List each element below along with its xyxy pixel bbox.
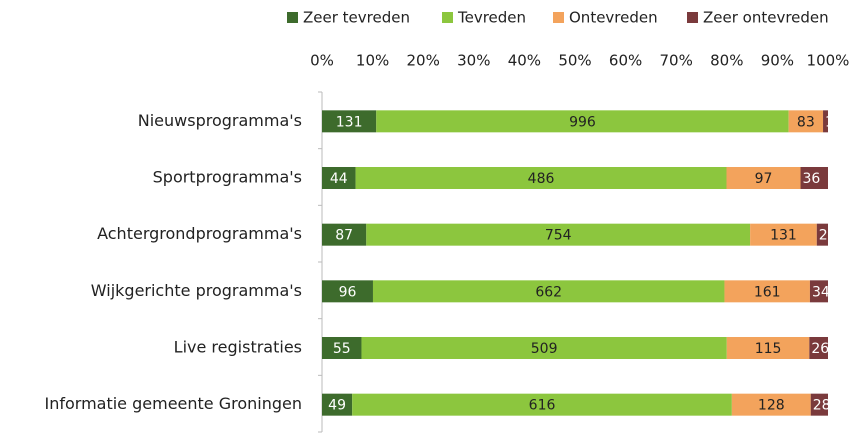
x-tick-label: 10% xyxy=(356,52,389,70)
bar-segment xyxy=(809,280,828,303)
data-label: 55 xyxy=(333,341,351,357)
x-tick-label: 0% xyxy=(310,52,334,70)
legend-label: Zeer ontevreden xyxy=(703,9,829,27)
bar-segment xyxy=(366,223,751,246)
data-label: 486 xyxy=(528,171,555,187)
data-label: 662 xyxy=(535,284,562,300)
x-tick-label: 50% xyxy=(558,52,591,70)
x-tick-label: 100% xyxy=(807,52,850,70)
x-tick-label: 80% xyxy=(710,52,743,70)
legend-label: Tevreden xyxy=(457,9,526,27)
bar-segment xyxy=(355,167,727,189)
data-label: 131 xyxy=(770,228,797,244)
bar-segment xyxy=(726,167,801,189)
data-label: 12 xyxy=(825,114,843,130)
bar-segment xyxy=(750,223,817,246)
data-label: 616 xyxy=(529,398,556,414)
legend-label: Ontevreden xyxy=(569,9,658,27)
data-label: 36 xyxy=(803,171,821,187)
legend-swatch xyxy=(287,12,298,23)
data-label: 26 xyxy=(811,341,829,357)
legend-swatch xyxy=(442,12,453,23)
x-tick-label: 20% xyxy=(407,52,440,70)
data-label: 22 xyxy=(819,228,837,244)
legend-swatch xyxy=(687,12,698,23)
data-label: 87 xyxy=(335,228,353,244)
x-tick-label: 90% xyxy=(761,52,794,70)
x-tick-label: 40% xyxy=(508,52,541,70)
bar-segment xyxy=(322,110,377,133)
data-label: 83 xyxy=(797,114,815,130)
bar-segment xyxy=(800,167,828,189)
data-label: 996 xyxy=(569,114,596,130)
bar-segment xyxy=(726,337,810,359)
bar-segment xyxy=(724,280,810,303)
bar-segment xyxy=(352,393,732,416)
data-label: 97 xyxy=(755,171,773,187)
bar-segment xyxy=(809,337,828,359)
x-tick-label: 60% xyxy=(609,52,642,70)
data-label: 509 xyxy=(531,341,558,357)
legend-label: Zeer tevreden xyxy=(303,9,410,27)
bar-segment xyxy=(322,393,353,416)
bar-segment xyxy=(322,167,356,189)
bar-segment xyxy=(816,223,828,246)
category-label: Wijkgerichte programma's xyxy=(91,281,302,300)
data-label: 128 xyxy=(758,398,785,414)
legend-swatch xyxy=(553,12,564,23)
bar-segment xyxy=(322,337,362,359)
category-label: Live registraties xyxy=(174,338,302,357)
data-label: 44 xyxy=(330,171,348,187)
category-label: Sportprogramma's xyxy=(153,168,302,187)
data-label: 96 xyxy=(339,284,357,300)
bar-segment xyxy=(823,110,828,133)
data-label: 34 xyxy=(812,284,830,300)
data-label: 754 xyxy=(545,228,572,244)
bar-segment xyxy=(788,110,824,133)
data-label: 115 xyxy=(755,341,782,357)
x-tick-label: 70% xyxy=(660,52,693,70)
category-label: Achtergrondprogramma's xyxy=(97,224,302,243)
data-label: 161 xyxy=(754,284,781,300)
category-label: Informatie gemeente Groningen xyxy=(44,394,302,413)
bar-segment xyxy=(810,393,828,416)
bar-segment xyxy=(372,280,725,303)
data-label: 49 xyxy=(328,398,346,414)
category-label: Nieuwsprogramma's xyxy=(138,111,302,130)
bar-segment xyxy=(376,110,789,133)
data-label: 131 xyxy=(336,114,363,130)
bar-segment xyxy=(361,337,727,359)
bar-segment xyxy=(322,280,373,303)
bar-segment xyxy=(731,393,811,416)
x-tick-label: 30% xyxy=(457,52,490,70)
bar-segment xyxy=(322,223,367,246)
data-label: 28 xyxy=(813,398,831,414)
